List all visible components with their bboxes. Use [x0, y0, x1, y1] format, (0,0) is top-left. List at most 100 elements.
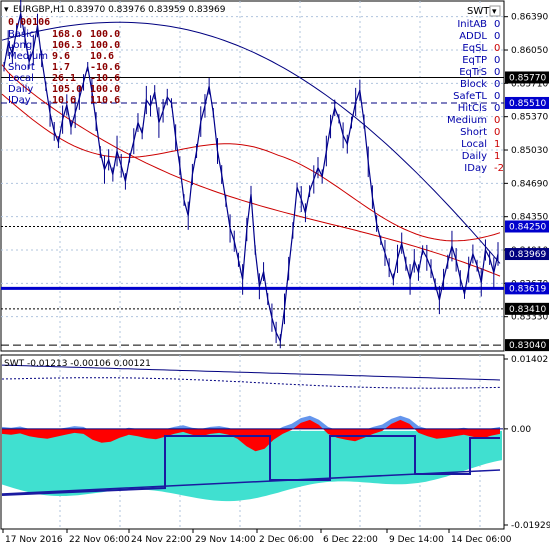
info-first-value: 0.00106 — [8, 17, 50, 28]
price-tick-label: 0.85370 — [511, 113, 548, 123]
right-info-label: IDay — [464, 163, 487, 174]
price-tag-bg — [505, 71, 549, 84]
right-info-value: 1 — [494, 151, 500, 162]
indicator-series — [1, 364, 503, 502]
chart-ohlc: 0.83970 0.83976 0.83959 0.83969 — [68, 5, 226, 15]
price-tick-label: 0.86390 — [511, 13, 548, 23]
left-info-label: IDay — [8, 95, 31, 106]
price-tag-bg — [505, 302, 549, 315]
right-info-label: InitAB — [457, 19, 487, 30]
price-tags: 0.85770 0.85510 0.84250 0.83969 0.83619 0.834… — [505, 71, 549, 352]
date-label: 22 Nov 06:00 — [69, 535, 130, 545]
indicator-step-line — [1, 435, 500, 496]
right-info-label: Block — [460, 79, 487, 90]
left-info-label: Long — [8, 40, 32, 51]
price-series — [3, 0, 499, 349]
right-info-value: 0 — [494, 103, 500, 114]
right-info-value: 0 — [494, 115, 500, 126]
left-info-value-2: 100.0 — [90, 40, 120, 51]
right-info-value: 0 — [494, 43, 500, 54]
ma-navy — [1, 21, 501, 264]
price-tag-bg — [505, 220, 549, 233]
right-info-value: 0 — [494, 19, 500, 30]
price-tag-bg — [505, 248, 549, 261]
right-info-label: HitCls — [458, 103, 487, 114]
left-info-value-1: 10.6 — [52, 95, 76, 106]
right-info-label: EqTrS — [459, 67, 487, 78]
date-label: 14 Dec 06:00 — [451, 535, 512, 545]
price-tick-label: 0.85030 — [511, 146, 548, 156]
right-info-label: Local — [461, 139, 487, 150]
price-tag-label: 0.85510 — [509, 99, 546, 109]
left-info-value-1: 105.0 — [52, 84, 82, 95]
left-info-value-1: 168.0 — [52, 29, 82, 40]
price-tag-label: 0.84250 — [509, 222, 546, 232]
left-info-label: Medium — [8, 51, 48, 62]
ma-red-slow — [1, 64, 501, 277]
ma-red-fast — [1, 93, 501, 242]
right-info-label: Daily — [462, 151, 487, 162]
price-tag-bg — [505, 339, 549, 352]
left-info-value-1: 26.1 — [52, 73, 76, 84]
left-info-value-2: -10.6 — [90, 73, 120, 84]
left-info-label: Basic — [8, 29, 34, 40]
right-info-label: EqSL — [462, 43, 487, 54]
indicator-tick-label: 0.01402 — [511, 355, 548, 365]
left-info-value-1: 106.3 — [52, 40, 82, 51]
price-tag-label: 0.85770 — [509, 73, 546, 83]
right-info-label: SafeTL — [453, 91, 487, 102]
left-info-value-2: -10.6 — [90, 62, 120, 73]
right-info-value: -2 — [494, 163, 504, 174]
axes: 0.86390 0.86050 0.85710 0.85370 0.85030 0.846… — [504, 13, 550, 531]
price-tick-label: 0.83330 — [511, 313, 548, 323]
left-info-value-2: 100.0 — [90, 84, 120, 95]
price-line — [3, 13, 499, 344]
svg-text:▾: ▾ — [492, 7, 497, 17]
swt-toggle-icon[interactable]: ▾ — [489, 5, 501, 17]
right-info-label: Medium — [447, 115, 487, 126]
price-tick-label: 0.84690 — [511, 179, 548, 189]
indicator-mid-band — [1, 377, 501, 389]
left-info-table: Basic 168.0 100.0 Long 106.3 100.0 Medium 9.6 10… — [8, 29, 120, 106]
main-panel — [0, 0, 505, 352]
indicator-upper-band — [1, 364, 501, 381]
right-info-table: InitAB 0 ADDL 0 EqSL 0 EqTP 0 EqTrS 0 Block 0 SafeTL… — [447, 19, 504, 174]
chart-symbol-arrow: ▾ — [4, 5, 9, 15]
date-label: 24 Nov 22:00 — [131, 535, 192, 545]
left-info-value-2: 100.0 — [90, 29, 120, 40]
left-info-label: Short — [8, 62, 35, 73]
right-info-label: ADDL — [459, 31, 487, 42]
left-info-value-1: 1.7 — [52, 62, 70, 73]
right-info-value: 0 — [494, 79, 500, 90]
date-label: 9 Dec 14:00 — [389, 535, 444, 545]
right-info-value: 0 — [494, 91, 500, 102]
moving-averages — [1, 21, 501, 277]
indicator-header: SWT -0.01213 -0.00106 0.00121 — [4, 359, 151, 369]
left-info-value-2: 10.6 — [90, 51, 114, 62]
date-axis: 17 Nov 2016 22 Nov 06:00 24 Nov 22:00 29 No… — [2, 529, 512, 545]
right-info-value: 0 — [494, 67, 500, 78]
right-info-label: EqTP — [462, 55, 487, 66]
left-info-label: Daily — [8, 84, 33, 95]
price-tick-label: 0.86050 — [511, 46, 548, 56]
date-label: 6 Dec 22:00 — [323, 535, 378, 545]
left-info-value-1: 9.6 — [52, 51, 70, 62]
indicator-trend-line — [1, 469, 501, 495]
indicator-tick-label: -0.01929 — [511, 521, 550, 531]
date-label: 17 Nov 2016 — [5, 535, 63, 545]
swt-title: SWT — [467, 6, 490, 17]
left-info-value-2: 110.6 — [90, 95, 120, 106]
price-tag-label: 0.83619 — [509, 284, 546, 294]
price-tag-bg — [505, 282, 549, 295]
indicator-tick-label: 0.00 — [511, 425, 531, 435]
right-info-value: 0 — [494, 127, 500, 138]
left-info-label: Local — [8, 73, 34, 84]
indicator-teal-area — [2, 430, 502, 502]
price-tag-bg — [505, 96, 549, 109]
price-tick-label: 0.84350 — [511, 213, 548, 223]
date-label: 2 Dec 06:00 — [259, 535, 314, 545]
right-info-value: 1 — [494, 139, 500, 150]
price-tag-label: 0.83969 — [509, 250, 546, 260]
price-tag-label: 0.83410 — [509, 305, 546, 315]
